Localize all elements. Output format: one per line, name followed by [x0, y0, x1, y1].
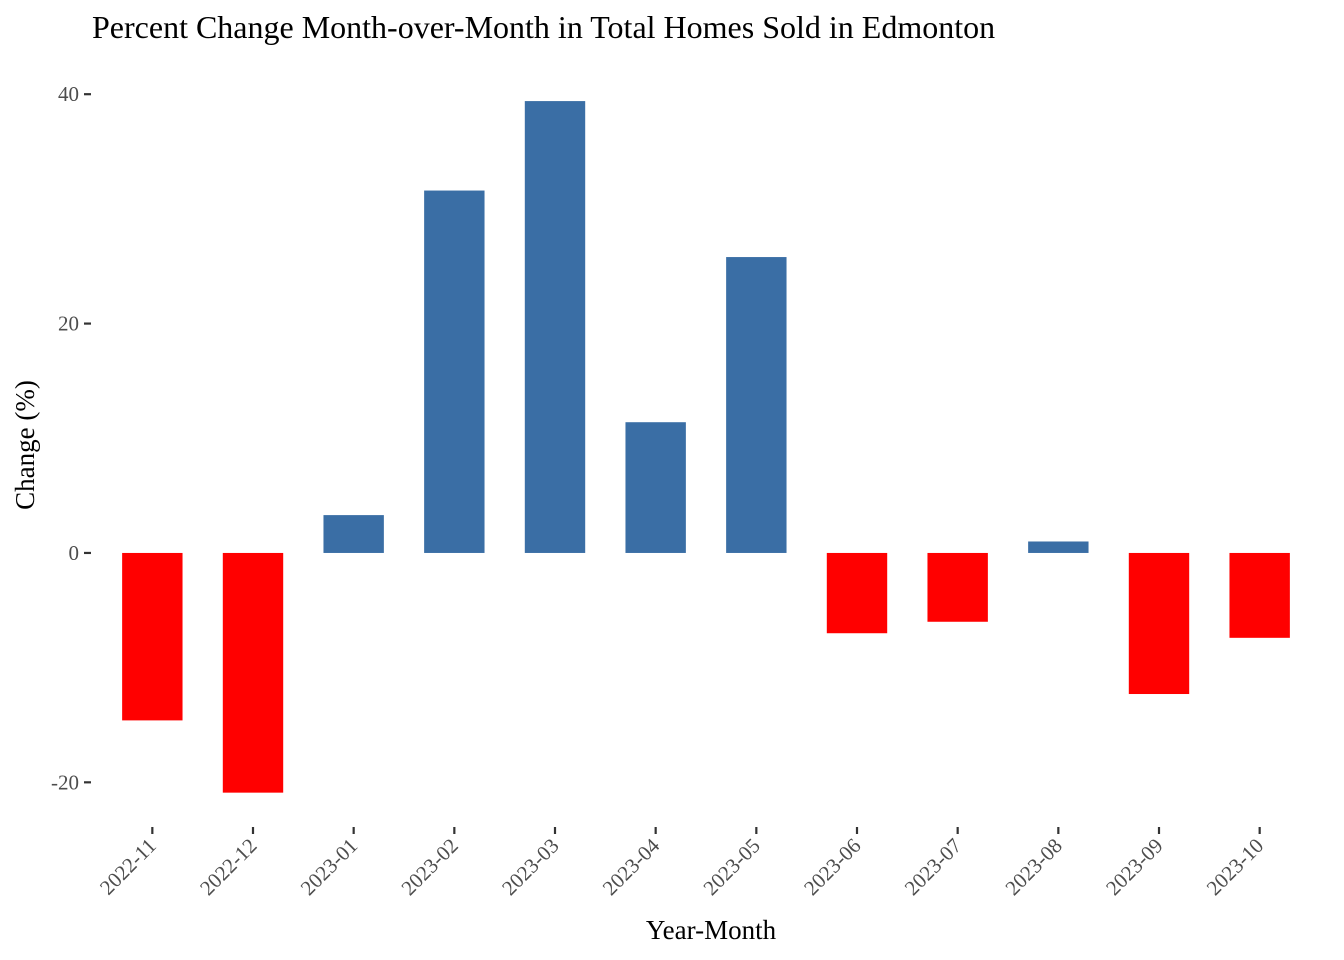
bars-group [122, 101, 1290, 793]
x-tick-label: 2023-08 [1000, 834, 1066, 900]
bar-2022-12 [222, 552, 284, 793]
y-axis-label: Change (%) [10, 380, 40, 510]
bar-2023-04 [625, 422, 686, 553]
bar-2023-07 [927, 552, 988, 622]
x-tick-label: 2022-11 [95, 834, 161, 900]
y-tick-label: 0 [69, 541, 80, 565]
y-tick-label: 40 [58, 82, 79, 106]
bar-2023-06 [826, 552, 888, 634]
y-axis: -20 0 20 40 [51, 82, 91, 794]
bar-2023-08 [1028, 541, 1089, 553]
y-tick-label: 20 [58, 312, 79, 336]
bar-2023-03 [524, 101, 586, 553]
x-tick-label: 2023-04 [598, 833, 665, 900]
x-tick-label: 2023-10 [1202, 834, 1268, 900]
x-tick-label: 2023-05 [698, 834, 764, 900]
x-tick-label: 2023-02 [396, 834, 462, 900]
x-tick-label: 2022-12 [195, 834, 261, 900]
x-tick-label: 2023-06 [799, 834, 865, 900]
bar-2023-02 [424, 190, 485, 553]
bar-2023-05 [726, 257, 787, 553]
bar-2023-10 [1229, 552, 1290, 638]
x-tick-label: 2023-01 [296, 834, 362, 900]
x-axis: 2022-11 2022-12 2023-01 2023-02 2023-03 2023-… [95, 827, 1268, 900]
chart-title: Percent Change Month-over-Month in Total… [92, 9, 995, 45]
x-tick-label: 2023-03 [497, 834, 563, 900]
bar-2023-01 [323, 515, 384, 553]
x-tick-label: 2023-07 [900, 834, 966, 900]
y-tick-label: -20 [51, 770, 79, 794]
x-axis-label: Year-Month [646, 915, 777, 945]
x-tick-label: 2023-09 [1101, 834, 1167, 900]
bar-2023-09 [1128, 552, 1190, 695]
bar-2022-11 [122, 552, 183, 721]
